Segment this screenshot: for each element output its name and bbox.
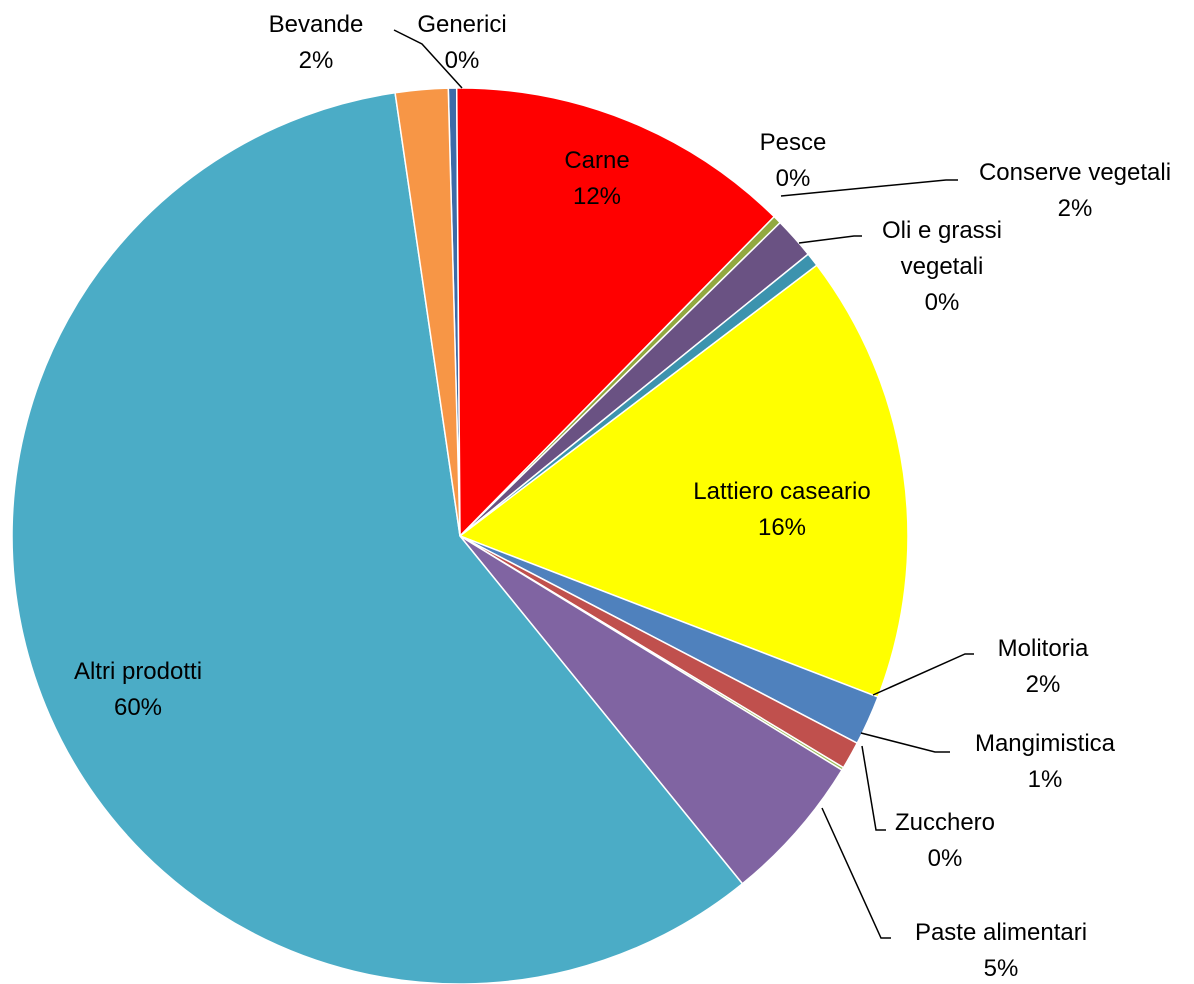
label-bevande: Bevande 2% xyxy=(269,11,364,74)
leader-line-zucchero xyxy=(861,745,886,831)
label-oli_e_grassi: Oli e grassi vegetali 0% xyxy=(882,217,1002,316)
leader-lines xyxy=(393,29,974,939)
label-conserve_vegetali: Conserve vegetali 2% xyxy=(979,159,1171,222)
pie-slices xyxy=(11,87,909,984)
leader-line-paste_alimentari xyxy=(821,807,891,939)
leader-line-molitoria xyxy=(872,653,974,696)
leader-line-generici xyxy=(393,29,463,89)
label-altri_prodotti: Altri prodotti 60% xyxy=(74,658,202,721)
slice-carne xyxy=(455,87,776,538)
leader-line-conserve_vegetali xyxy=(780,179,958,197)
label-lattiero_caseario: Lattiero caseario 16% xyxy=(693,478,870,541)
label-paste_alimentari: Paste alimentari 5% xyxy=(915,919,1087,982)
data-labels: Generici 0% Carne 12% Pesce 0% Conserve vegeta… xyxy=(74,11,1171,982)
label-pesce: Pesce 0% xyxy=(760,129,827,192)
leader-line-mangimistica xyxy=(860,732,950,753)
label-zucchero: Zucchero 0% xyxy=(895,809,995,872)
label-generici: Generici 0% xyxy=(417,11,506,74)
slice-bevande xyxy=(394,87,461,537)
leader-line-oli_e_grassi xyxy=(798,235,862,244)
slice-altri_prodotti xyxy=(11,91,744,984)
label-carne: Carne 12% xyxy=(564,147,629,210)
slice-lattiero_caseario xyxy=(458,264,909,699)
label-molitoria: Molitoria 2% xyxy=(998,635,1089,698)
slice-paste_alimentari xyxy=(459,535,844,885)
label-mangimistica: Mangimistica 1% xyxy=(975,730,1116,793)
